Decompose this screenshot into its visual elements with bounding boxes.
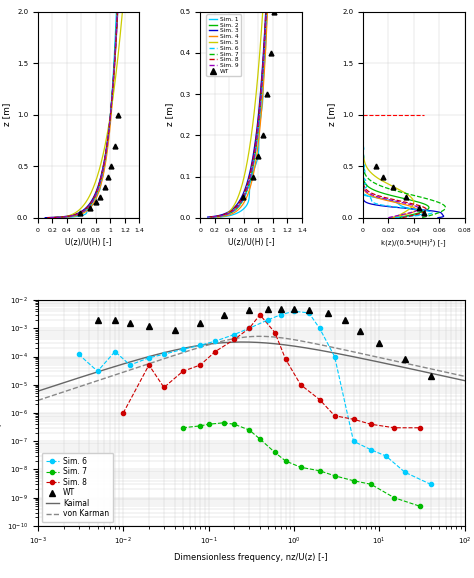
Line: von Karman: von Karman [38, 336, 465, 401]
Y-axis label: z [m]: z [m] [328, 103, 337, 127]
von Karman [289, 336, 295, 343]
von Karman [291, 336, 296, 343]
Line: Kaimal: Kaimal [38, 342, 465, 391]
von Karman [256, 333, 262, 340]
von Karman [423, 364, 429, 371]
Y-axis label: Dimensionless power, nSᵤ(n)/U(z)² [-]: Dimensionless power, nSᵤ(n)/U(z)² [-] [0, 342, 1, 484]
Kaimal [423, 369, 429, 376]
Y-axis label: z [m]: z [m] [165, 103, 174, 127]
X-axis label: U(z)/U(H) [-]: U(z)/U(H) [-] [65, 238, 112, 247]
Kaimal [298, 343, 303, 350]
X-axis label: Dimensionless frequency, nz/U(z) [-]: Dimensionless frequency, nz/U(z) [-] [174, 553, 328, 562]
von Karman [298, 338, 303, 344]
Legend: Sim. 1, Sim. 2, Sim. 3, Sim. 4, Sim. 5, Sim. 6, Sim. 7, Sim. 8, Sim. 9, WT: Sim. 1, Sim. 2, Sim. 3, Sim. 4, Sim. 5, … [206, 14, 241, 76]
Kaimal [289, 342, 295, 349]
Y-axis label: z [m]: z [m] [2, 103, 11, 127]
Kaimal [239, 339, 245, 346]
Kaimal [462, 377, 467, 384]
Legend: Sim. 6, Sim. 7, Sim. 8, WT, Kaimal, von Karman: Sim. 6, Sim. 7, Sim. 8, WT, Kaimal, von … [42, 453, 113, 522]
Kaimal [396, 363, 402, 370]
Kaimal [36, 387, 42, 394]
von Karman [35, 397, 41, 404]
Kaimal [291, 343, 296, 350]
von Karman [396, 358, 402, 365]
X-axis label: U(z)/U(H) [-]: U(z)/U(H) [-] [228, 238, 274, 247]
X-axis label: k(z)/(0.5*U(H)²) [-]: k(z)/(0.5*U(H)²) [-] [382, 238, 446, 246]
von Karman [36, 397, 42, 403]
Kaimal [35, 388, 41, 395]
von Karman [462, 373, 467, 380]
